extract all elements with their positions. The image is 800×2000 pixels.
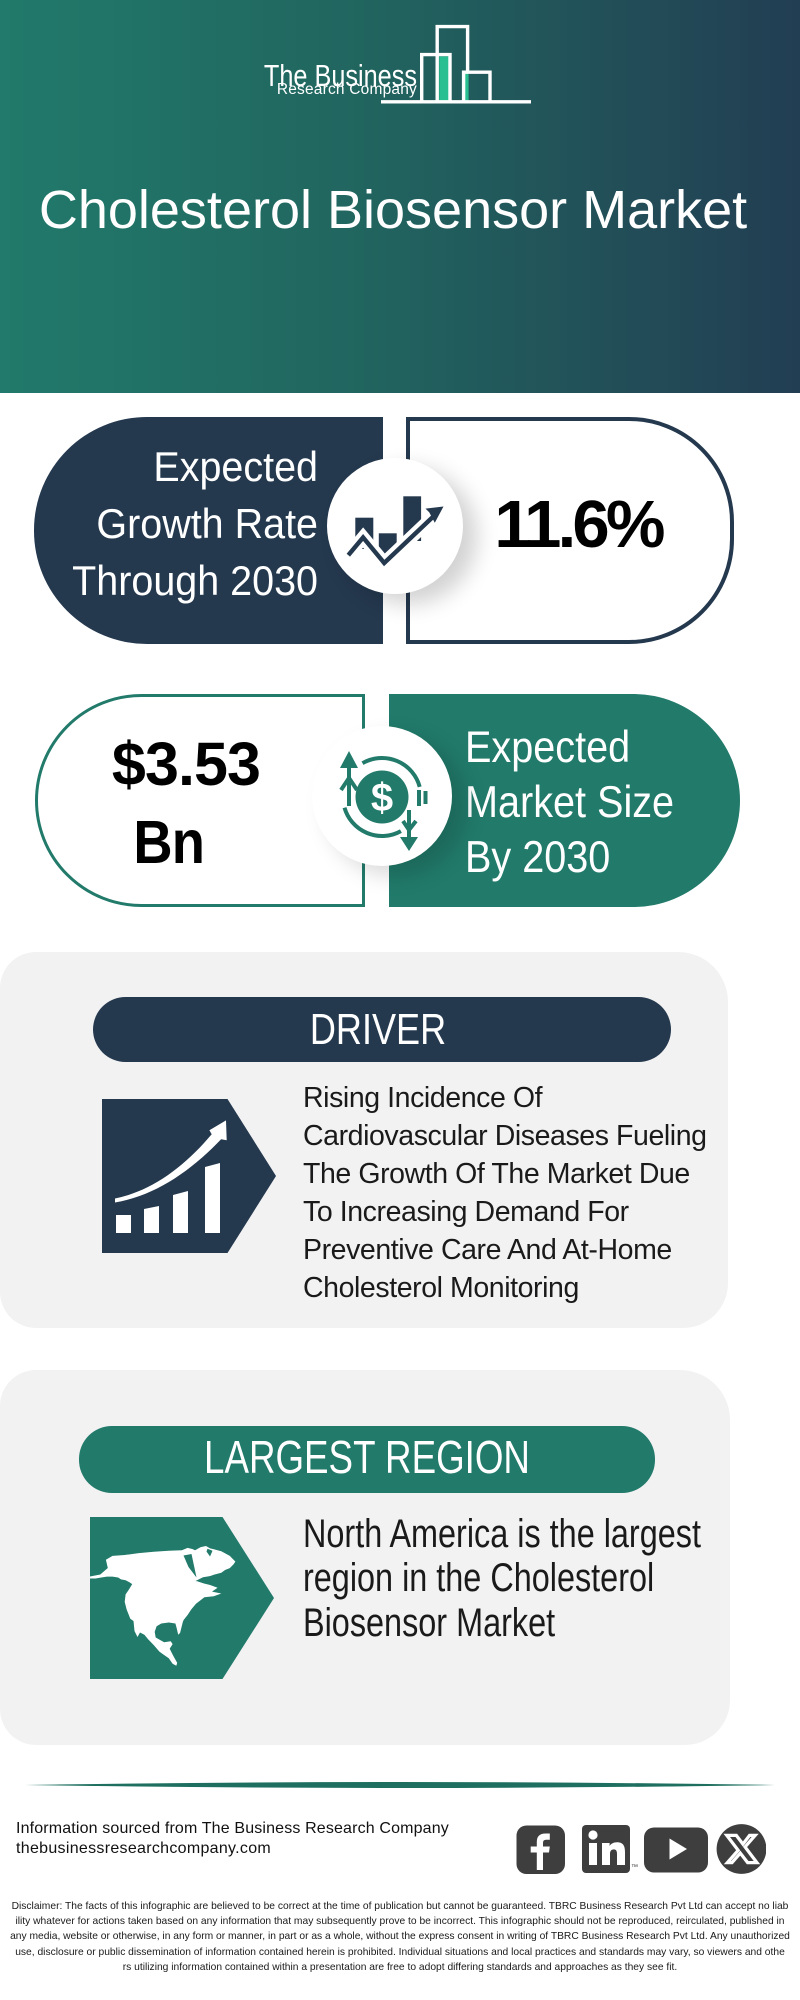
svg-text:™: ™ (631, 1864, 638, 1871)
